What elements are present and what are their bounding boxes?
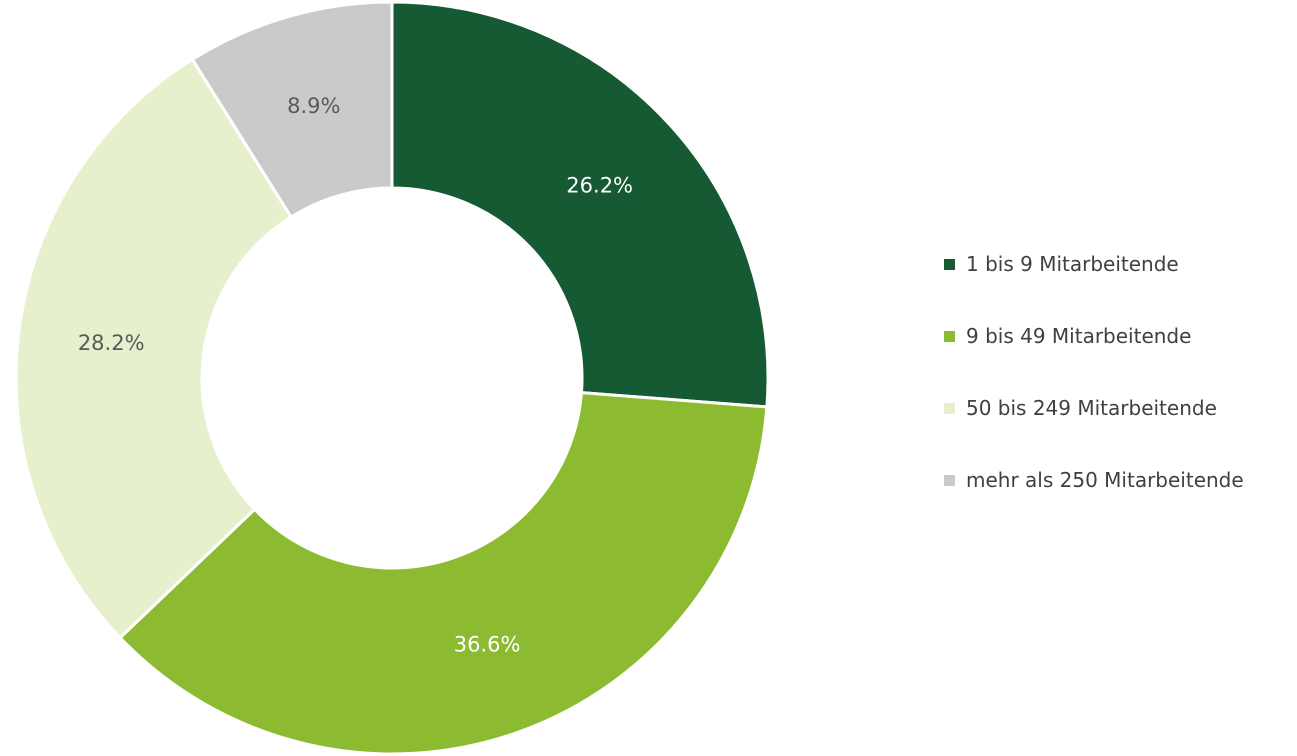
legend-item: 1 bis 9 Mitarbeitende [944, 244, 1244, 284]
legend-label: 1 bis 9 Mitarbeitende [966, 252, 1179, 276]
data-label: 8.9% [287, 94, 340, 118]
legend-item: 9 bis 49 Mitarbeitende [944, 316, 1244, 356]
chart-legend: 1 bis 9 Mitarbeitende 9 bis 49 Mitarbeit… [944, 244, 1244, 500]
donut-slices [14, 0, 770, 756]
legend-swatch [944, 258, 955, 270]
slice-9-bis-49 [118, 391, 769, 756]
legend-swatch [944, 474, 955, 486]
data-labels: 26.2% 36.6% 28.2% 8.9% [78, 94, 633, 657]
legend-label: 50 bis 249 Mitarbeitende [966, 396, 1217, 420]
legend-swatch [944, 402, 955, 414]
legend-label: 9 bis 49 Mitarbeitende [966, 324, 1192, 348]
slice-1-bis-9 [390, 0, 770, 409]
slice-mehr-als-250 [190, 0, 394, 220]
legend-item: mehr als 250 Mitarbeitende [944, 460, 1244, 500]
donut-chart: 26.2% 36.6% 28.2% 8.9% [14, 0, 770, 756]
data-label: 36.6% [454, 633, 521, 657]
legend-label: mehr als 250 Mitarbeitende [966, 468, 1244, 492]
slice-50-bis-249 [14, 57, 294, 640]
legend-item: 50 bis 249 Mitarbeitende [944, 388, 1244, 428]
data-label: 26.2% [566, 174, 633, 198]
data-label: 28.2% [78, 331, 145, 355]
legend-swatch [944, 330, 955, 342]
